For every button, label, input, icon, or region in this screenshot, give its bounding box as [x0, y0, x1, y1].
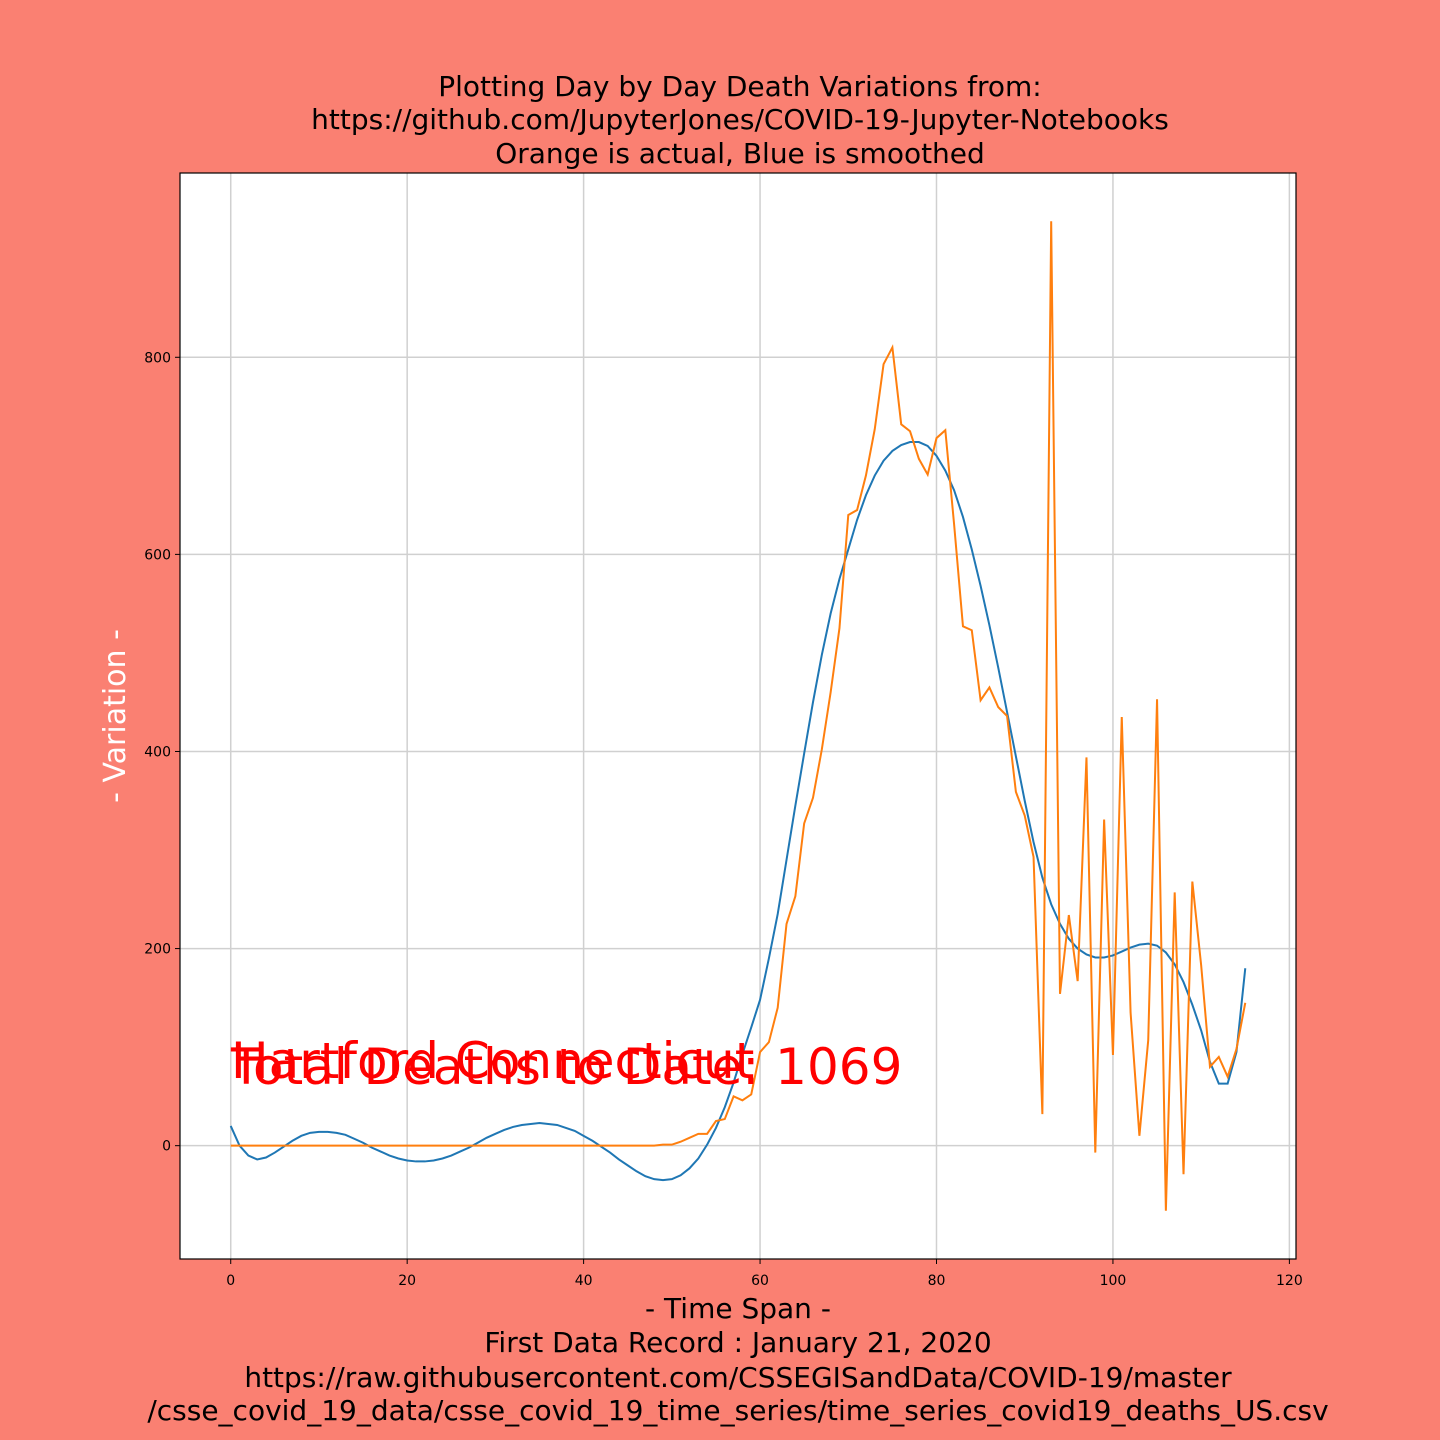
- x-axis-label: /csse_covid_19_data/csse_covid_19_time_s…: [147, 1394, 1328, 1427]
- x-tick-label: 20: [398, 1273, 416, 1289]
- x-axis-label: - Time Span -: [645, 1292, 831, 1325]
- lines: [229, 221, 1247, 1211]
- title-line: https://github.com/JupyterJones/COVID-19…: [311, 103, 1169, 136]
- y-tick-label: 800: [144, 350, 171, 366]
- y-tick-label: 0: [162, 1139, 171, 1155]
- x-axis-label: First Data Record : January 21, 2020: [484, 1326, 991, 1359]
- title-line: Orange is actual, Blue is smoothed: [495, 137, 985, 170]
- y-tick-label: 400: [144, 744, 171, 760]
- x-axis-label: https://raw.githubusercontent.com/CSSEGI…: [244, 1361, 1232, 1394]
- series-line: [230, 221, 1247, 1211]
- x-tick-label: 100: [1100, 1273, 1127, 1289]
- y-tick-label: 200: [144, 942, 171, 958]
- x-tick-label: 60: [751, 1273, 769, 1289]
- annotation: Hartford Connecticut: [231, 1032, 754, 1090]
- plot-area: [180, 173, 1296, 1259]
- x-tick-label: 120: [1276, 1273, 1303, 1289]
- x-tick-label: 80: [928, 1273, 946, 1289]
- series-line: [229, 441, 1247, 1182]
- annotation: Total Deaths to Date: 1069: [230, 1038, 902, 1096]
- ticks: 0 20 40 60 80 100 120 0 200 400 600 800: [144, 350, 1302, 1289]
- title-line: Plotting Day by Day Death Variations fro…: [438, 70, 1041, 103]
- y-axis-label: - Variation -: [98, 629, 133, 803]
- x-tick-label: 40: [575, 1273, 593, 1289]
- plot-frame: [179, 172, 1297, 1260]
- x-tick-label: 0: [226, 1273, 235, 1289]
- y-tick-label: 600: [144, 547, 171, 563]
